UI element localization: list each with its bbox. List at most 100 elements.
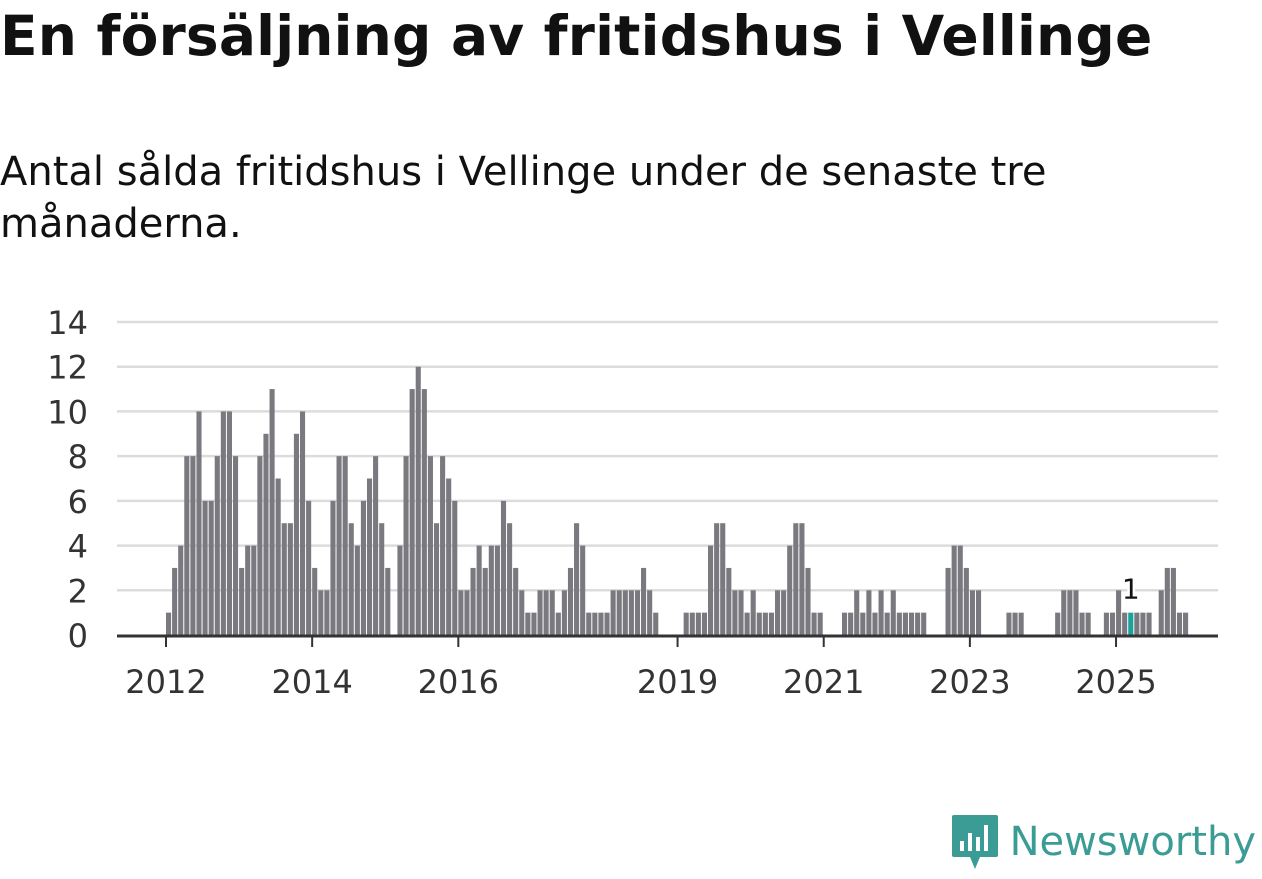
bar	[330, 500, 336, 635]
bar	[440, 456, 446, 635]
bar	[1122, 612, 1128, 635]
y-tick-label: 6	[68, 483, 88, 521]
bar	[695, 612, 701, 635]
bar	[452, 500, 458, 635]
bar	[1116, 590, 1122, 635]
bar	[975, 590, 982, 635]
bar	[878, 590, 884, 635]
bar	[379, 523, 385, 635]
bar	[1055, 612, 1061, 635]
bar	[628, 590, 634, 635]
bar	[324, 590, 330, 635]
bar	[580, 545, 586, 635]
bar	[318, 590, 324, 635]
bar	[793, 523, 799, 635]
bar	[817, 612, 823, 635]
bar	[683, 612, 689, 635]
bar	[604, 612, 610, 635]
bar	[641, 567, 647, 635]
bar	[945, 567, 951, 635]
bar	[622, 590, 628, 635]
bar	[799, 523, 805, 635]
y-tick-label: 10	[47, 393, 88, 431]
bar	[427, 456, 433, 635]
bar	[519, 590, 525, 635]
bar	[415, 366, 421, 635]
bar	[220, 411, 226, 635]
bar	[470, 567, 476, 635]
bar	[1134, 612, 1140, 635]
bar	[269, 389, 275, 635]
bar	[963, 567, 969, 635]
bar	[592, 612, 598, 635]
bar	[1140, 612, 1146, 635]
bar	[781, 590, 787, 635]
bar	[1079, 612, 1085, 635]
bar	[805, 567, 811, 635]
bar	[689, 612, 695, 635]
bar	[476, 545, 482, 635]
bar	[354, 545, 360, 635]
y-tick-label: 14	[47, 304, 88, 342]
newsworthy-logo[interactable]: Newsworthy	[950, 813, 1256, 871]
bar	[184, 456, 190, 635]
x-tick-label: 2023	[929, 663, 1010, 701]
bar	[1164, 567, 1170, 635]
x-tick-label: 2021	[783, 663, 864, 701]
x-tick-label: 2019	[637, 663, 718, 701]
bar	[720, 523, 726, 635]
bar	[848, 612, 854, 635]
chart-title: En försäljning av fritidshus i Vellinge	[0, 4, 1153, 68]
bar	[1085, 612, 1091, 635]
bar	[921, 612, 927, 635]
bar	[866, 590, 872, 635]
bar	[385, 567, 391, 635]
bar	[1012, 612, 1018, 635]
bar	[531, 612, 537, 635]
y-tick-label: 2	[68, 572, 88, 610]
newsworthy-logo-icon	[951, 815, 998, 869]
bar	[306, 500, 312, 635]
bar	[178, 545, 184, 635]
bar	[172, 567, 178, 635]
bar	[166, 612, 172, 635]
bar	[1176, 612, 1183, 635]
bar	[348, 523, 354, 635]
bar	[841, 612, 848, 635]
bar	[1006, 612, 1012, 635]
chart-subtitle: Antal sålda fritidshus i Vellinge under …	[0, 149, 1047, 247]
bar	[202, 500, 208, 635]
bar	[732, 590, 738, 635]
y-tick-label: 0	[68, 617, 88, 655]
bar	[860, 612, 866, 635]
bar	[513, 567, 519, 635]
bar	[714, 523, 720, 635]
bar	[1067, 590, 1073, 635]
bar	[561, 590, 567, 635]
bar	[549, 590, 555, 635]
bar	[902, 612, 908, 635]
bar	[1061, 590, 1067, 635]
bar	[1146, 612, 1152, 635]
bar	[360, 500, 366, 635]
bar	[750, 590, 756, 635]
bar	[1170, 567, 1176, 635]
bar	[409, 389, 415, 635]
bar	[336, 456, 342, 635]
bar	[1128, 612, 1134, 635]
bar	[366, 478, 373, 635]
bar	[239, 567, 245, 635]
bar	[257, 456, 263, 635]
newsworthy-logo-text: Newsworthy	[1009, 819, 1256, 865]
bar	[446, 478, 452, 635]
bar	[433, 523, 440, 635]
bar	[488, 545, 494, 635]
data-label-latest: 1	[1122, 573, 1140, 606]
bar	[616, 590, 622, 635]
bar	[494, 545, 500, 635]
bar	[884, 612, 890, 635]
bar	[854, 590, 860, 635]
bar	[299, 411, 306, 635]
bar	[744, 612, 750, 635]
bar	[896, 612, 902, 635]
